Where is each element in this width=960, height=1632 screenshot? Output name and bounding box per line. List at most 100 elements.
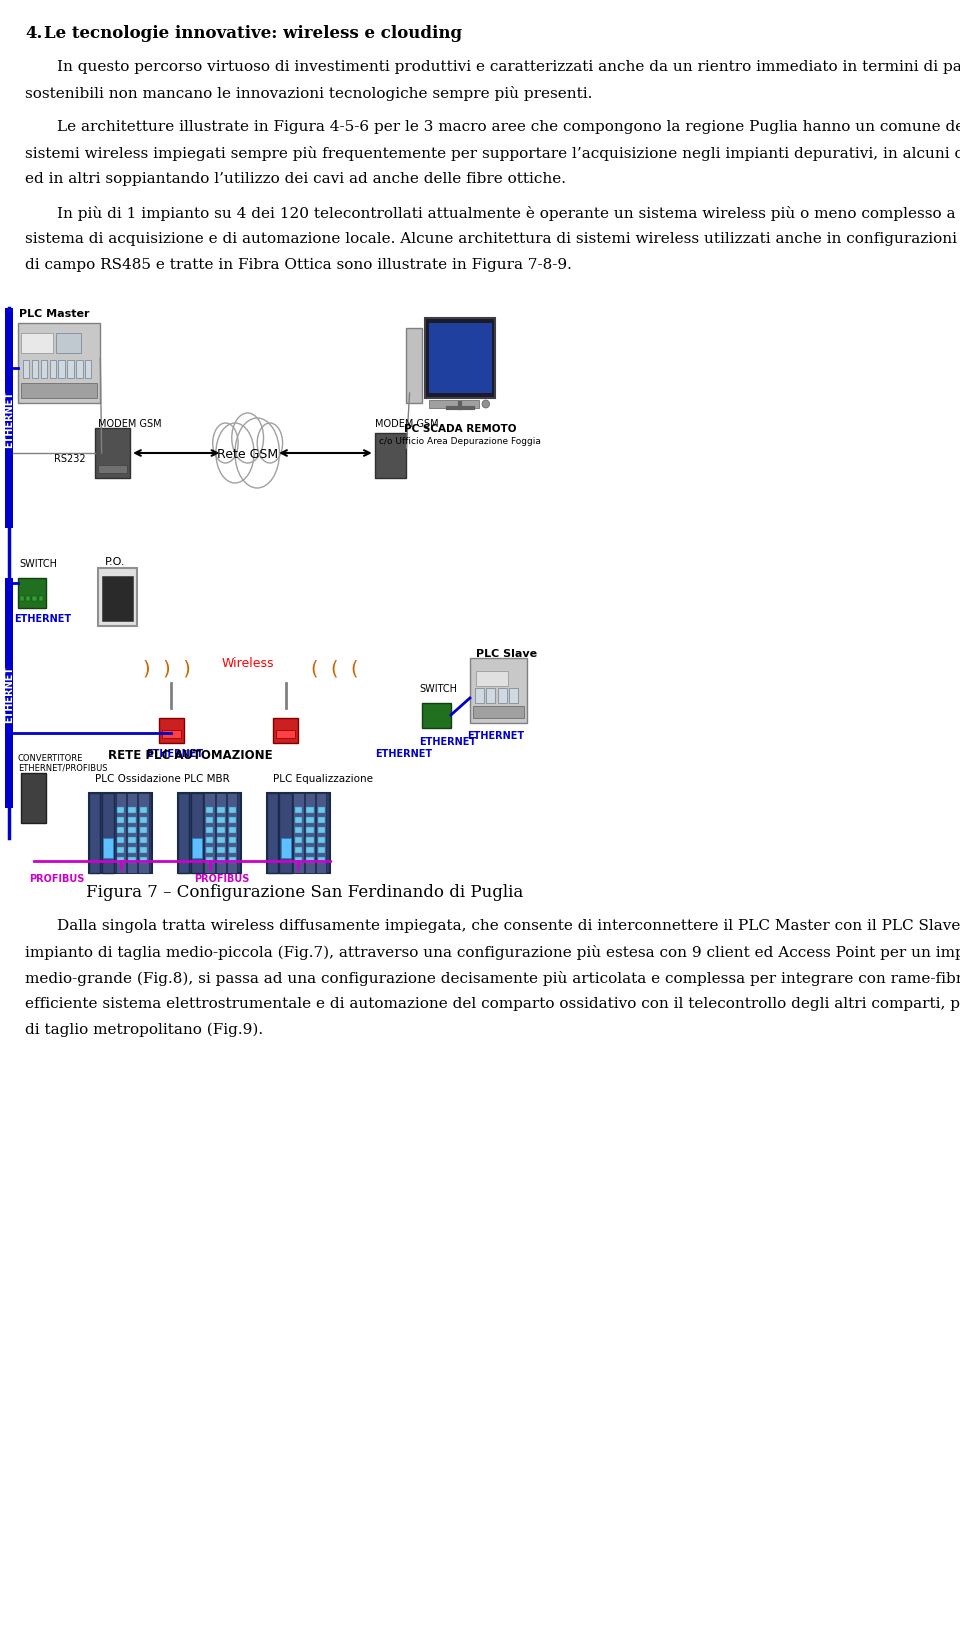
Bar [140, 837, 147, 844]
Bar [295, 808, 302, 813]
Bar [140, 818, 147, 824]
Bar [95, 429, 131, 478]
Bar [217, 808, 225, 813]
Text: Dalla singola tratta wireless diffusamente impiegata, che consente di interconne: Dalla singola tratta wireless diffusamen… [58, 919, 960, 932]
Bar [117, 818, 125, 824]
Bar [50, 361, 56, 379]
Bar [318, 827, 325, 834]
Bar [429, 323, 492, 393]
Text: ETHERNET: ETHERNET [467, 731, 524, 741]
Bar [162, 731, 181, 739]
Bar [5, 308, 12, 529]
Text: Wireless: Wireless [222, 658, 274, 671]
Bar [318, 857, 325, 863]
Bar [306, 837, 314, 844]
Bar [21, 335, 53, 354]
Text: c/o Ufficio Area Depurazione Foggia: c/o Ufficio Area Depurazione Foggia [379, 437, 541, 446]
Bar [129, 847, 136, 854]
Bar [217, 857, 225, 863]
Text: di taglio metropolitano (Fig.9).: di taglio metropolitano (Fig.9). [25, 1022, 264, 1036]
Bar [115, 793, 126, 873]
Text: ETHERNET: ETHERNET [14, 614, 72, 623]
Bar [422, 703, 451, 728]
Bar [117, 847, 125, 854]
Bar [510, 689, 518, 703]
Bar [56, 335, 82, 354]
Text: Le tecnologie innovative: wireless e clouding: Le tecnologie innovative: wireless e clo… [44, 24, 463, 42]
Bar [99, 465, 127, 473]
Text: PROFIBUS: PROFIBUS [30, 873, 84, 883]
Bar [205, 808, 213, 813]
Bar [129, 837, 136, 844]
Bar [103, 839, 113, 858]
Circle shape [231, 415, 264, 463]
Bar [205, 827, 213, 834]
Bar [295, 857, 302, 863]
Bar [59, 361, 64, 379]
Text: ETHERNET: ETHERNET [4, 390, 13, 447]
Bar [305, 793, 315, 873]
Bar [102, 576, 133, 622]
Bar [295, 847, 302, 854]
Bar [475, 689, 484, 703]
Text: (  (  (: ( ( ( [311, 659, 359, 677]
Text: ETHERNET: ETHERNET [4, 664, 13, 721]
Bar [32, 361, 38, 379]
Bar [228, 827, 236, 834]
Bar [138, 793, 149, 873]
Bar [406, 328, 422, 403]
Bar [279, 793, 292, 873]
Bar [129, 827, 136, 834]
Bar [267, 793, 278, 873]
Text: ETHERNET: ETHERNET [146, 749, 204, 759]
Bar [318, 808, 325, 813]
Bar [276, 731, 296, 739]
Bar [40, 361, 47, 379]
Bar [76, 361, 83, 379]
Bar [473, 707, 524, 718]
Text: Figura 7 – Configurazione San Ferdinando di Puglia: Figura 7 – Configurazione San Ferdinando… [86, 883, 523, 901]
Bar [204, 793, 215, 873]
Bar [425, 318, 495, 398]
Bar [117, 837, 125, 844]
Bar [306, 857, 314, 863]
Ellipse shape [482, 401, 490, 408]
Text: In questo percorso virtuoso di investimenti produttivi e caratterizzati anche da: In questo percorso virtuoso di investime… [58, 60, 960, 73]
Bar [18, 579, 46, 609]
Bar [295, 818, 302, 824]
Bar [89, 793, 101, 873]
Text: MODEM GSM: MODEM GSM [374, 419, 439, 429]
Text: sistema di acquisizione e di automazione locale. Alcune architettura di sistemi : sistema di acquisizione e di automazione… [25, 232, 960, 246]
Bar [306, 818, 314, 824]
Bar [129, 857, 136, 863]
Bar [469, 659, 527, 723]
Bar [21, 774, 46, 824]
Bar [140, 847, 147, 854]
Text: di campo RS485 e tratte in Fibra Ottica sono illustrate in Figura 7-8-9.: di campo RS485 e tratte in Fibra Ottica … [25, 258, 572, 273]
Bar [23, 361, 29, 379]
Text: ETHERNET/PROFIBUS: ETHERNET/PROFIBUS [18, 764, 108, 772]
Bar [67, 361, 74, 379]
Text: impianto di taglia medio-piccola (Fig.7), attraverso una configurazione più este: impianto di taglia medio-piccola (Fig.7)… [25, 945, 960, 960]
Bar [217, 818, 225, 824]
Bar [228, 793, 237, 873]
Text: SWITCH: SWITCH [19, 558, 57, 568]
Text: Rete GSM: Rete GSM [217, 447, 278, 460]
Bar [228, 808, 236, 813]
Text: P.O.: P.O. [105, 557, 125, 566]
Bar [228, 847, 236, 854]
Bar [99, 568, 136, 627]
Bar [21, 384, 97, 398]
Bar [117, 808, 125, 813]
Bar [18, 323, 101, 403]
Bar [306, 847, 314, 854]
Bar [127, 793, 137, 873]
Text: PLC MBR: PLC MBR [184, 774, 229, 783]
Text: PLC Slave: PLC Slave [476, 648, 538, 659]
Bar [306, 827, 314, 834]
Bar [117, 857, 125, 863]
Bar [318, 818, 325, 824]
Bar [205, 847, 213, 854]
Bar [217, 847, 225, 854]
Bar [228, 857, 236, 863]
